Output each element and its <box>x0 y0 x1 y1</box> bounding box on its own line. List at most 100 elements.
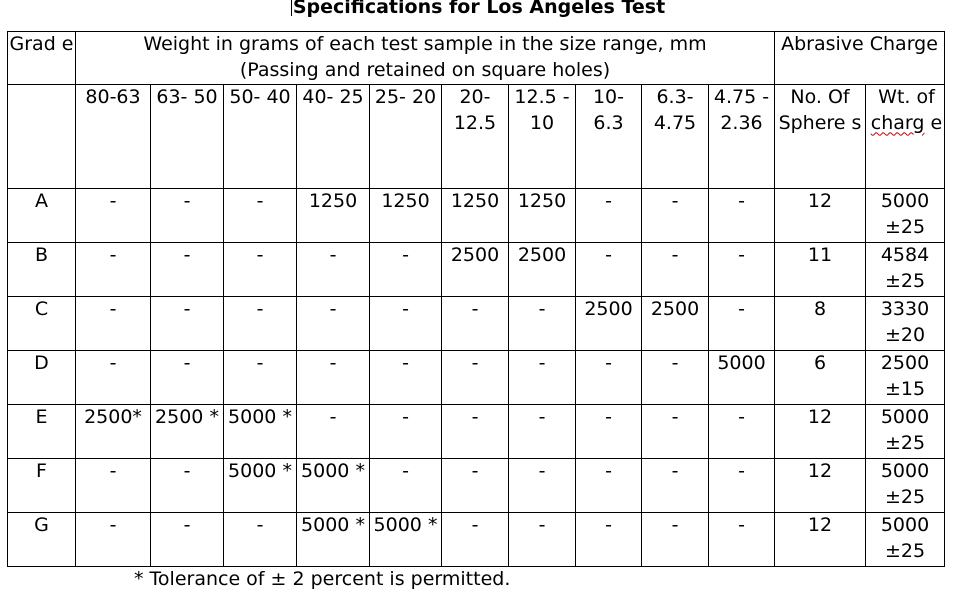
weight-cell: 5000 * <box>223 404 297 459</box>
wt-of-charge-header: Wt. of charg e <box>865 84 945 189</box>
weight-cell: 2500 * <box>150 404 224 459</box>
weight-header: Weight in grams of each test sample in t… <box>75 31 775 85</box>
weight-cell: - <box>708 242 775 297</box>
weight-cell: - <box>508 404 576 459</box>
charge-cell: 3330 ±20 <box>865 296 945 351</box>
grade-cell: B <box>7 242 76 297</box>
spheres-cell: 8 <box>774 296 866 351</box>
grade-cell: E <box>7 404 76 459</box>
text-cursor <box>290 0 292 16</box>
size-range-header: 10- 6.3 <box>575 84 642 189</box>
weight-cell: - <box>296 350 370 405</box>
weight-cell: - <box>223 350 297 405</box>
weight-cell: - <box>75 350 151 405</box>
weight-cell: - <box>708 512 775 567</box>
weight-cell: 5000 * <box>296 512 370 567</box>
title-text: Specifications for Los Angeles Test <box>292 0 666 18</box>
weight-cell: 5000 <box>708 350 775 405</box>
weight-cell: - <box>708 404 775 459</box>
footnote: * Tolerance of ± 2 percent is permitted. <box>134 568 511 590</box>
weight-cell: - <box>223 296 297 351</box>
size-range-header: 20- 12.5 <box>441 84 509 189</box>
specifications-table: Grad e Weight in grams of each test samp… <box>7 31 945 567</box>
abrasive-charge-header: Abrasive Charge <box>774 31 945 85</box>
weight-cell: - <box>75 296 151 351</box>
wt-of-charge-part1: Wt. of <box>878 86 935 108</box>
weight-cell: - <box>575 350 642 405</box>
weight-cell: - <box>150 458 224 513</box>
weight-cell: 1250 <box>441 188 509 243</box>
weight-cell: - <box>75 242 151 297</box>
weight-cell: - <box>150 350 224 405</box>
weight-cell: - <box>369 350 442 405</box>
weight-cell: - <box>369 296 442 351</box>
weight-cell: - <box>296 296 370 351</box>
weight-cell: - <box>150 188 224 243</box>
weight-cell: 2500 <box>641 296 709 351</box>
size-range-header: 50- 40 <box>223 84 297 189</box>
weight-cell: 1250 <box>369 188 442 243</box>
weight-cell: 1250 <box>296 188 370 243</box>
weight-cell: - <box>150 512 224 567</box>
spheres-cell: 11 <box>774 242 866 297</box>
table-row: G - - -5000 * 5000 * - - - - -12 5000 ±25 <box>7 512 945 567</box>
weight-cell: 5000 * <box>369 512 442 567</box>
weight-cell: - <box>508 512 576 567</box>
weight-cell: - <box>575 188 642 243</box>
weight-cell: 2500 <box>575 296 642 351</box>
weight-cell: - <box>369 404 442 459</box>
charge-cell: 5000 ±25 <box>865 404 945 459</box>
weight-cell: 2500 <box>441 242 509 297</box>
charge-cell: 5000 ±25 <box>865 188 945 243</box>
weight-cell: 1250 <box>508 188 576 243</box>
weight-cell: - <box>75 512 151 567</box>
weight-cell: - <box>441 404 509 459</box>
weight-cell: - <box>641 512 709 567</box>
charge-cell: 2500 ±15 <box>865 350 945 405</box>
size-range-header: 40- 25 <box>296 84 370 189</box>
table-row: B - - - - -2500 2500- - -11 4584 ±25 <box>7 242 945 297</box>
no-of-spheres-header: No. Of Sphere s <box>774 84 866 189</box>
grade-header: Grad e <box>7 31 76 85</box>
size-range-header: 80-63 <box>75 84 151 189</box>
blank-cell <box>7 84 76 189</box>
weight-cell: - <box>708 458 775 513</box>
weight-cell: - <box>441 296 509 351</box>
table-row: E 2500* 2500 * 5000 * - - - - - - -12 5000 ±25 <box>7 404 945 459</box>
weight-cell: - <box>223 242 297 297</box>
weight-cell: - <box>150 296 224 351</box>
weight-cell: - <box>575 458 642 513</box>
spellcheck-underlined-word: charg <box>870 111 925 134</box>
weight-cell: - <box>223 188 297 243</box>
grade-cell: D <box>7 350 76 405</box>
weight-cell: - <box>641 350 709 405</box>
spheres-cell: 6 <box>774 350 866 405</box>
weight-header-line2: (Passing and retained on square holes) <box>239 58 611 81</box>
grade-cell: A <box>7 188 76 243</box>
weight-cell: - <box>75 458 151 513</box>
weight-cell: - <box>508 458 576 513</box>
table-row: A - - -1250 1250 1250 1250- - -12 5000 ±25 <box>7 188 945 243</box>
table-body: A - - -1250 1250 1250 1250- - -12 5000 ±25 B - - - - -2… <box>7 188 945 567</box>
spheres-cell: 12 <box>774 188 866 243</box>
weight-cell: - <box>641 188 709 243</box>
weight-cell: - <box>441 350 509 405</box>
table-row: F - -5000 * 5000 * - - - - - -12 5000 ±25 <box>7 458 945 513</box>
weight-cell: - <box>441 512 509 567</box>
wt-of-charge-part3: e <box>924 111 943 134</box>
weight-cell: - <box>369 458 442 513</box>
weight-cell: 5000 * <box>223 458 297 513</box>
header-row-2: 80-63 63- 50 50- 40 40- 25 25- 20 20- 12… <box>7 84 945 189</box>
weight-cell: - <box>441 458 509 513</box>
size-range-header: 25- 20 <box>369 84 442 189</box>
weight-cell: - <box>150 242 224 297</box>
document-title: Specifications for Los Angeles Test <box>0 0 956 19</box>
grade-cell: G <box>7 512 76 567</box>
weight-cell: - <box>223 512 297 567</box>
spheres-cell: 12 <box>774 458 866 513</box>
weight-cell: - <box>75 188 151 243</box>
grade-cell: C <box>7 296 76 351</box>
spheres-cell: 12 <box>774 404 866 459</box>
weight-cell: 2500 <box>508 242 576 297</box>
weight-header-line1: Weight in grams of each test sample in t… <box>143 33 707 55</box>
